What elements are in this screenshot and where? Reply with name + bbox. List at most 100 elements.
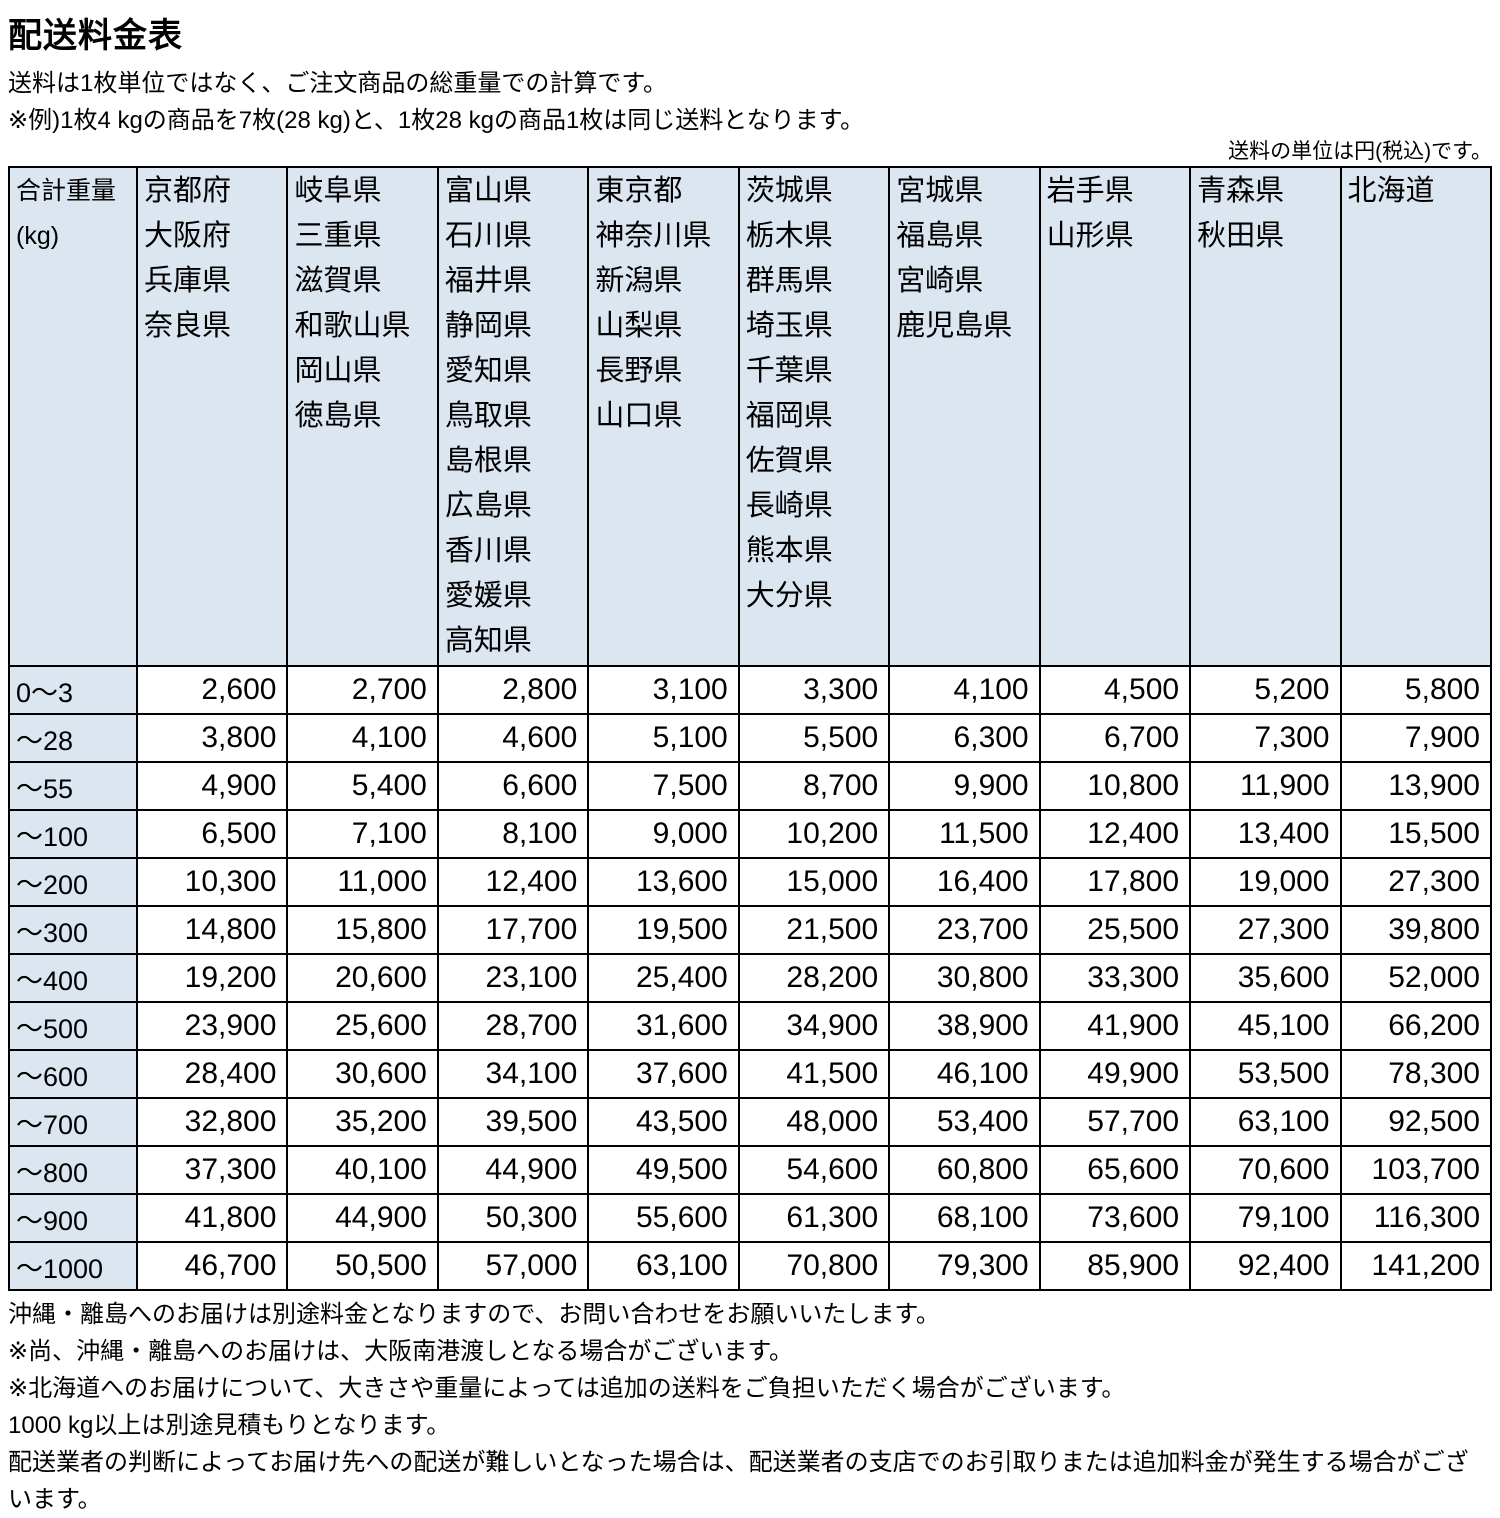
price-cell: 79,300	[888, 1241, 1041, 1291]
note-line: 1000 kg以上は別途見積もりとなります。	[8, 1412, 451, 1439]
price-cell: 41,800	[135, 1193, 289, 1243]
header-row: 合計重量 (kg) 京都府 大阪府 兵庫県 奈良県 岐阜県 三重県 滋賀県 和歌山県…	[8, 166, 1492, 667]
price-cell: 37,300	[135, 1145, 289, 1195]
page-title: 配送料金表	[8, 17, 183, 55]
price-cell: 5,200	[1189, 665, 1342, 715]
price-cell: 4,600	[436, 713, 590, 763]
price-cell: 10,300	[135, 857, 289, 907]
price-cell: 79,100	[1189, 1193, 1342, 1243]
price-cell: 92,500	[1339, 1097, 1492, 1147]
price-cell: 21,500	[737, 905, 891, 955]
price-cell: 19,000	[1189, 857, 1342, 907]
table-row: ～700 32,800 35,200 39,500 43,500 48,000 53,400…	[8, 1097, 1492, 1147]
weight-cell: ～55	[8, 761, 138, 811]
price-cell: 4,100	[286, 713, 439, 763]
price-cell: 6,500	[135, 809, 289, 859]
price-cell: 30,600	[286, 1049, 439, 1099]
intro-line: ※例)1枚4 kgの商品を7枚(28 kg)と、1枚28 kgの商品1枚は同じ送…	[8, 107, 865, 134]
price-cell: 116,300	[1339, 1193, 1492, 1243]
price-cell: 141,200	[1339, 1241, 1492, 1291]
price-cell: 25,500	[1038, 905, 1192, 955]
price-cell: 27,300	[1339, 857, 1492, 907]
price-cell: 11,900	[1189, 761, 1342, 811]
price-cell: 60,800	[888, 1145, 1041, 1195]
shipping-fee-table: 合計重量 (kg) 京都府 大阪府 兵庫県 奈良県 岐阜県 三重県 滋賀県 和歌山県…	[8, 166, 1492, 1291]
table-row: ～55 4,900 5,400 6,600 7,500 8,700 9,900 10,800 1…	[8, 761, 1492, 811]
price-cell: 43,500	[587, 1097, 740, 1147]
price-cell: 52,000	[1339, 953, 1492, 1003]
note-line: 沖縄・離島へのお届けは別途料金となりますので、お問い合わせをお願いいたします。	[8, 1301, 940, 1328]
price-cell: 66,200	[1339, 1001, 1492, 1051]
price-cell: 33,300	[1038, 953, 1192, 1003]
price-cell: 5,400	[286, 761, 439, 811]
weight-cell: ～400	[8, 953, 138, 1003]
region-header-cell: 北海道	[1339, 166, 1492, 667]
weight-cell: ～500	[8, 1001, 138, 1051]
weight-cell: ～200	[8, 857, 138, 907]
price-cell: 78,300	[1339, 1049, 1492, 1099]
price-cell: 63,100	[587, 1241, 740, 1291]
price-cell: 2,800	[436, 665, 590, 715]
price-cell: 53,500	[1189, 1049, 1342, 1099]
table-row: ～500 23,900 25,600 28,700 31,600 34,900 38,900…	[8, 1001, 1492, 1051]
price-cell: 63,100	[1189, 1097, 1342, 1147]
price-cell: 35,200	[286, 1097, 439, 1147]
price-cell: 3,100	[587, 665, 740, 715]
price-cell: 45,100	[1189, 1001, 1342, 1051]
price-cell: 16,400	[888, 857, 1041, 907]
price-cell: 3,300	[737, 665, 891, 715]
weight-cell: 0～3	[8, 665, 138, 715]
price-cell: 8,700	[737, 761, 891, 811]
price-cell: 70,800	[737, 1241, 891, 1291]
price-cell: 28,700	[436, 1001, 590, 1051]
table-row: ～900 41,800 44,900 50,300 55,600 61,300 68,100…	[8, 1193, 1492, 1243]
region-header-cell: 東京都 神奈川県 新潟県 山梨県 長野県 山口県	[587, 166, 740, 667]
price-cell: 48,000	[737, 1097, 891, 1147]
price-cell: 37,600	[587, 1049, 740, 1099]
note-line: ※北海道へのお届けについて、大きさや重量によっては追加の送料をご負担いただく場合…	[8, 1375, 1126, 1402]
note-line: 配送業者の判断によってお届け先への配送が難しいとなった場合は、配送業者の支店での…	[8, 1449, 1469, 1513]
price-cell: 39,800	[1339, 905, 1492, 955]
price-cell: 85,900	[1038, 1241, 1192, 1291]
price-cell: 3,800	[135, 713, 289, 763]
price-cell: 6,700	[1038, 713, 1192, 763]
price-cell: 61,300	[737, 1193, 891, 1243]
price-cell: 27,300	[1189, 905, 1342, 955]
price-cell: 53,400	[888, 1097, 1041, 1147]
price-cell: 38,900	[888, 1001, 1041, 1051]
price-cell: 41,900	[1038, 1001, 1192, 1051]
price-cell: 23,700	[888, 905, 1041, 955]
price-cell: 28,200	[737, 953, 891, 1003]
unit-note: 送料の単位は円(税込)です。	[1228, 140, 1492, 163]
weight-cell: ～600	[8, 1049, 138, 1099]
price-cell: 6,300	[888, 713, 1041, 763]
price-cell: 5,100	[587, 713, 740, 763]
price-cell: 23,900	[135, 1001, 289, 1051]
weight-cell: ～300	[8, 905, 138, 955]
price-cell: 28,400	[135, 1049, 289, 1099]
price-cell: 13,600	[587, 857, 740, 907]
price-cell: 35,600	[1189, 953, 1342, 1003]
table-row: 0～3 2,600 2,700 2,800 3,100 3,300 4,100 4,500 5,…	[8, 665, 1492, 715]
price-cell: 49,500	[587, 1145, 740, 1195]
weight-cell: ～900	[8, 1193, 138, 1243]
region-header-cell: 青森県 秋田県	[1189, 166, 1342, 667]
price-cell: 57,700	[1038, 1097, 1192, 1147]
price-cell: 15,500	[1339, 809, 1492, 859]
price-cell: 12,400	[436, 857, 590, 907]
price-cell: 19,200	[135, 953, 289, 1003]
intro-text: 送料は1枚単位ではなく、ご注文商品の総重量での計算です。 ※例)1枚4 kgの商品…	[8, 65, 1492, 139]
table-row: ～300 14,800 15,800 17,700 19,500 21,500 23,700…	[8, 905, 1492, 955]
price-cell: 9,900	[888, 761, 1041, 811]
region-header-cell: 岩手県 山形県	[1038, 166, 1192, 667]
price-cell: 65,600	[1038, 1145, 1192, 1195]
price-cell: 41,500	[737, 1049, 891, 1099]
region-header-cell: 富山県 石川県 福井県 静岡県 愛知県 鳥取県 島根県 広島県 香川県 愛媛県 …	[436, 166, 590, 667]
price-cell: 46,100	[888, 1049, 1041, 1099]
price-cell: 25,400	[587, 953, 740, 1003]
price-cell: 30,800	[888, 953, 1041, 1003]
weight-header-cell: 合計重量 (kg)	[8, 166, 138, 667]
price-cell: 32,800	[135, 1097, 289, 1147]
region-header-cell: 宮城県 福島県 宮崎県 鹿児島県	[888, 166, 1041, 667]
